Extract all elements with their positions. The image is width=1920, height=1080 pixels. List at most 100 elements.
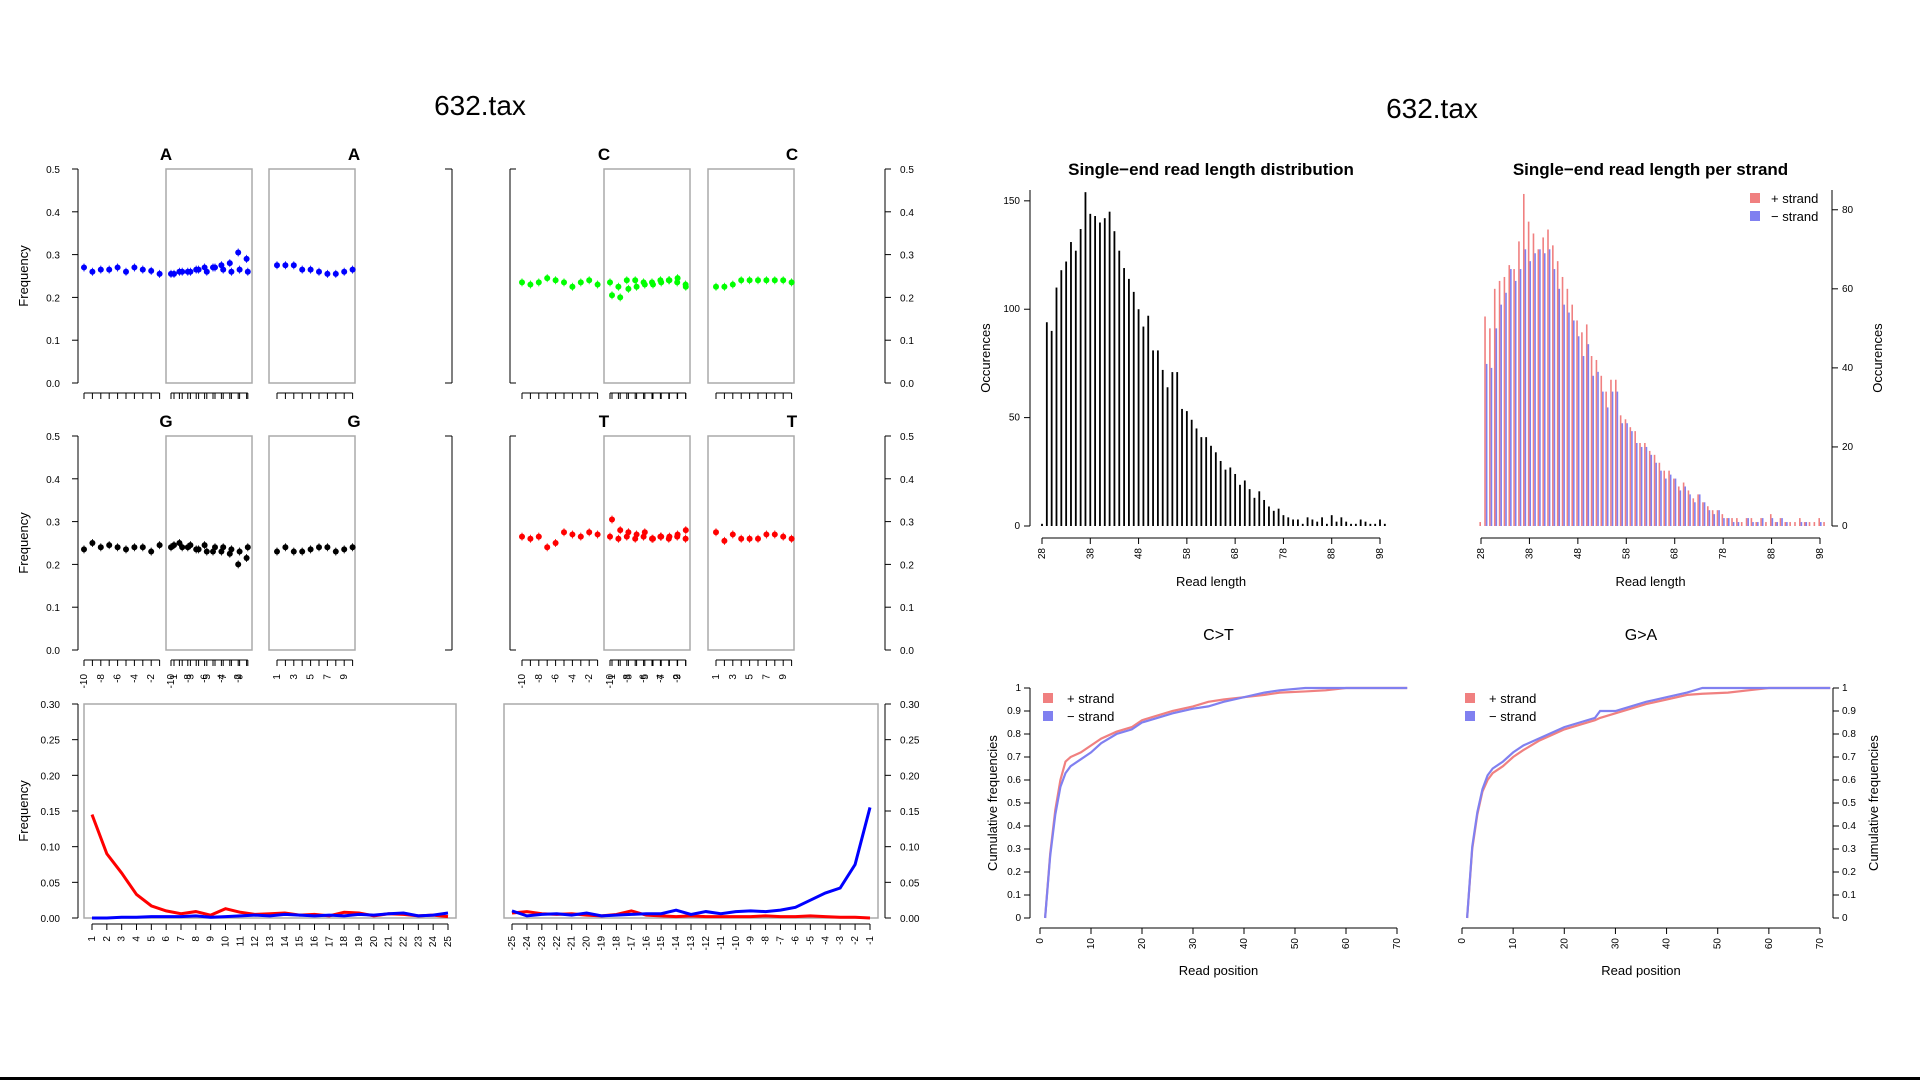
plus-strand-bar	[1493, 288, 1496, 526]
data-point	[307, 546, 314, 553]
x-tick-label: -15	[656, 936, 667, 951]
x-tick-label: -4	[129, 674, 140, 683]
data-point	[349, 266, 356, 273]
plus-strand-bar	[1522, 193, 1525, 526]
length-bar	[1350, 523, 1352, 526]
ref-box	[165, 168, 253, 384]
data-point	[640, 279, 647, 286]
y-tick-label: 0.1	[900, 336, 914, 347]
minus-strand-bar	[1611, 391, 1614, 526]
y-tick-label: 0.3	[46, 518, 60, 529]
x-tick-label: 9	[339, 674, 350, 680]
plus-strand-bar	[1765, 522, 1767, 526]
minus-strand-bar	[1510, 269, 1512, 526]
plus-strand-bar	[1779, 518, 1782, 526]
plus-strand-bar	[1726, 518, 1728, 526]
y-tick-label: 0.4	[46, 475, 60, 486]
x-tick-label: 7	[322, 674, 333, 680]
plus-strand-bar	[1702, 502, 1704, 526]
ref-box	[603, 168, 691, 384]
data-point	[218, 548, 225, 555]
minus-strand-bar	[1776, 522, 1779, 526]
plus-strand-bar	[1498, 280, 1501, 526]
x-tick-label: 70	[1815, 938, 1826, 950]
y-axis-title: Occurences	[978, 323, 993, 393]
minus-strand-line	[1044, 686, 1408, 919]
x-tick-label: 78	[1278, 548, 1289, 560]
x-tick-label: -6	[113, 674, 124, 683]
data-point	[586, 277, 593, 284]
x-tick-label: -2	[584, 674, 595, 683]
data-point	[640, 533, 647, 540]
data-point	[746, 535, 753, 542]
base-panel-C-3p: C	[607, 145, 798, 399]
x-tick-label: 7	[656, 674, 667, 680]
data-point	[519, 533, 525, 540]
data-point	[307, 266, 314, 273]
data-point	[349, 544, 356, 551]
length-bar	[1253, 497, 1256, 526]
data-point	[682, 527, 689, 534]
minus-strand-bar	[1582, 356, 1585, 526]
plus-strand-bar	[1813, 522, 1816, 526]
x-tick-label: 16	[310, 936, 321, 948]
length-bar	[1190, 419, 1193, 526]
panel-base-label: C	[598, 145, 610, 164]
y-tick-label: 0.3	[46, 251, 60, 262]
x-tick-label: -8	[183, 674, 194, 683]
data-point	[755, 277, 761, 284]
minus-strand-bar	[1495, 328, 1498, 526]
data-point	[577, 279, 584, 286]
y-tick-label: 0.00	[41, 914, 61, 925]
data-point	[282, 544, 289, 551]
legend-label-plus: + strand	[1771, 191, 1818, 206]
x-tick-label: 58	[1182, 548, 1193, 560]
minus-strand-bar	[1660, 470, 1662, 526]
x-tick-label: 40	[1662, 938, 1673, 950]
data-point	[594, 531, 601, 538]
plus-strand-bar	[1774, 522, 1777, 526]
data-point	[788, 535, 795, 542]
data-point	[607, 279, 613, 286]
plus-strand-bar	[1610, 379, 1612, 526]
length-bar	[1369, 523, 1372, 526]
length-bar	[1258, 491, 1261, 526]
plus-strand-bar	[1634, 431, 1636, 526]
minus-strand-bar	[1519, 269, 1522, 526]
blue-series-line	[92, 911, 449, 920]
length-bar	[1074, 250, 1077, 526]
x-tick-label: 78	[1718, 548, 1729, 560]
minus-strand-bar	[1577, 336, 1580, 526]
plus-strand-bar	[1692, 498, 1695, 526]
x-tick-label: 17	[324, 936, 335, 948]
data-point	[544, 275, 551, 282]
x-tick-label: -11	[716, 936, 727, 950]
x-tick-label: -4	[820, 936, 831, 945]
y-tick-label: 0.5	[46, 165, 60, 176]
plus-strand-bar	[1542, 237, 1544, 526]
x-tick-label: 12	[250, 936, 261, 948]
data-point	[682, 281, 689, 288]
minus-strand-bar	[1655, 462, 1657, 526]
x-tick-label: 9	[673, 674, 684, 680]
minus-strand-bar	[1485, 363, 1488, 526]
x-tick-label: 10	[221, 936, 232, 948]
data-point	[201, 542, 208, 549]
plus-strand-bar	[1600, 375, 1603, 526]
minus-strand-bar	[1539, 249, 1541, 526]
data-point	[561, 529, 567, 536]
x-tick-label: 4	[132, 936, 143, 942]
y-tick-label: 0.5	[1842, 798, 1856, 809]
x-tick-label: 50	[1290, 938, 1301, 950]
panel-base-label: G	[159, 412, 172, 431]
data-point	[156, 270, 163, 277]
length-bar	[1383, 523, 1386, 526]
length-bar	[1229, 467, 1232, 526]
y-tick-label: 0	[1842, 913, 1848, 924]
minus-strand-bar	[1490, 367, 1493, 526]
legend-swatch-minus	[1750, 211, 1760, 221]
data-point	[106, 542, 113, 549]
minus-strand-bar	[1727, 518, 1730, 526]
misincorporation-right: -25 -24 -23 -22 -21 -20 -19 -18 -17 -16 -15 -14 -13-…	[503, 703, 879, 951]
base-y-axes-row-1: 0.0 0.1 0.2 0.3 0.4 0.5 Frequency 0.0 0.1 0.2 0.3 0…	[16, 165, 914, 390]
